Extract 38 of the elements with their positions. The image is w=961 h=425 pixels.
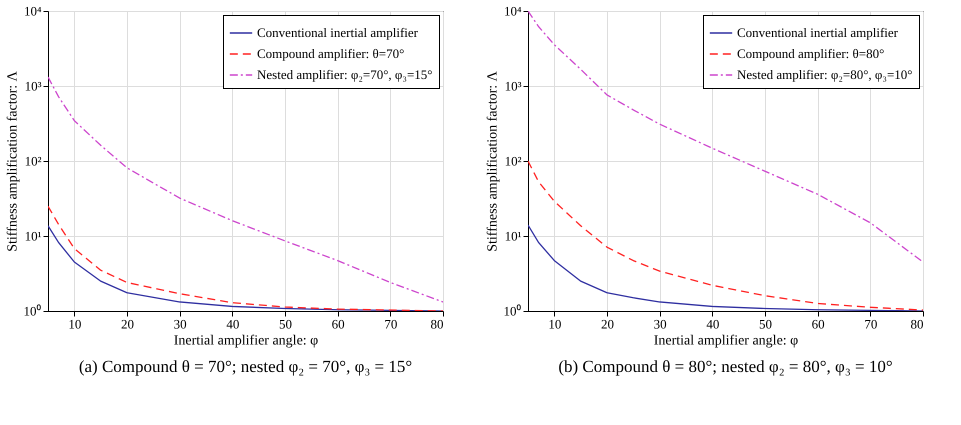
x-tick-label: 80 xyxy=(430,316,444,332)
legend-label: Nested amplifier: φ₂=70°, φ₃=15° xyxy=(257,67,432,82)
text: (a) Compound θ = 70°; nested φ₂ = 70°, φ₃ = 15° xyxy=(78,357,412,376)
x-tick-label: 10 xyxy=(548,316,562,332)
y-tick-label: 10³ xyxy=(504,78,522,94)
y-tick-label: 10⁰ xyxy=(504,304,522,318)
legend-label: Nested amplifier: φ₂=80°, φ₃=10° xyxy=(737,67,912,82)
legend-label: Compound amplifier: θ=70° xyxy=(257,46,404,61)
y-tick-label: 10⁰ xyxy=(24,304,42,318)
y-tick-label: 10³ xyxy=(24,78,42,94)
x-tick-label: 20 xyxy=(121,316,134,332)
x-tick-label: 30 xyxy=(654,316,667,332)
x-tick-label: 10 xyxy=(68,316,82,332)
x-tick-label: 80 xyxy=(910,316,924,332)
legend-label: Conventional inertial amplifier xyxy=(257,25,419,40)
x-tick-label: 70 xyxy=(384,316,398,332)
y-tick-label: 10¹ xyxy=(24,228,42,244)
x-axis-title: Inertial amplifier angle: φ xyxy=(654,334,798,348)
x-tick-label: 40 xyxy=(706,316,720,332)
y-tick-label: 10⁴ xyxy=(504,4,522,18)
y-axis-title: Stiffness amplification factor: Λ xyxy=(6,70,20,252)
x-tick-label: 60 xyxy=(812,316,825,332)
legend-label: Compound amplifier: θ=80° xyxy=(737,46,884,61)
legend-label: Conventional inertial amplifier xyxy=(737,25,899,40)
x-tick-label: 50 xyxy=(279,316,292,332)
text: (b) Compound θ = 80°; nested φ₂ = 80°, φ₃ = 10° xyxy=(558,357,893,376)
y-tick-label: 10² xyxy=(24,154,42,168)
x-tick-label: 60 xyxy=(332,316,345,332)
y-axis-title: Stiffness amplification factor: Λ xyxy=(486,70,500,252)
x-tick-label: 50 xyxy=(759,316,772,332)
x-tick-label: 20 xyxy=(601,316,614,332)
x-tick-label: 40 xyxy=(226,316,240,332)
x-axis-title: Inertial amplifier angle: φ xyxy=(174,334,318,348)
y-tick-label: 10¹ xyxy=(504,228,522,244)
x-tick-label: 70 xyxy=(864,316,878,332)
y-tick-label: 10⁴ xyxy=(24,4,42,18)
x-tick-label: 30 xyxy=(174,316,187,332)
y-tick-label: 10² xyxy=(504,154,522,168)
